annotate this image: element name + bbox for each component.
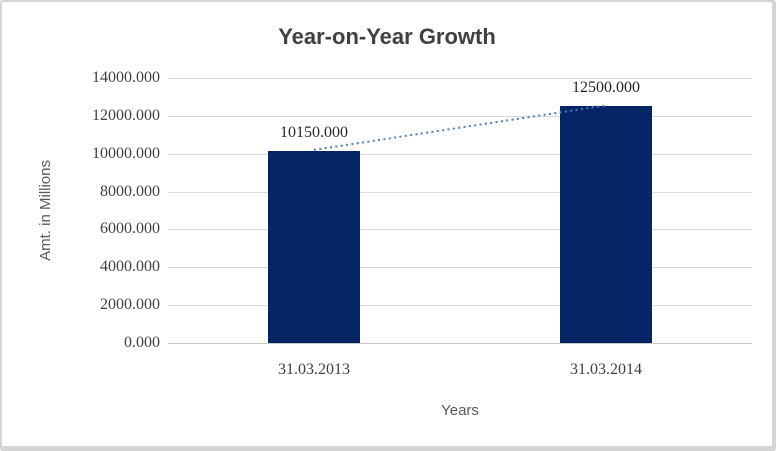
y-tick-label: 14000.000 bbox=[92, 69, 160, 86]
x-tick-label: 31.03.2013 bbox=[278, 361, 350, 378]
x-axis-line bbox=[168, 343, 752, 344]
gridline bbox=[168, 191, 752, 193]
x-tick-label: 31.03.2014 bbox=[570, 361, 642, 378]
y-tick-label: 2000.000 bbox=[100, 296, 160, 314]
bar-value-label: 12500.000 bbox=[572, 79, 640, 97]
trendline bbox=[313, 104, 607, 151]
y-tick-label: 0.000 bbox=[124, 334, 160, 351]
y-tick-label: 4000.000 bbox=[100, 258, 160, 276]
bar bbox=[560, 106, 652, 343]
gridline bbox=[168, 78, 752, 79]
gridline bbox=[168, 115, 752, 117]
y-tick-label: 10000.000 bbox=[92, 144, 160, 162]
y-axis-title-text: Amt. in Millions bbox=[36, 160, 54, 261]
gridline bbox=[168, 305, 752, 307]
bar bbox=[268, 150, 360, 343]
gridline bbox=[168, 229, 752, 231]
plot-area bbox=[168, 78, 752, 344]
gridline bbox=[168, 153, 752, 155]
y-tick-label: 6000.000 bbox=[100, 220, 160, 238]
chart-title: Year-on-Year Growth bbox=[278, 24, 496, 49]
gridline bbox=[168, 267, 752, 269]
bar-value-label: 10150.000 bbox=[280, 123, 348, 141]
y-tick-label: 12000.000 bbox=[92, 106, 160, 124]
y-tick-label: 8000.000 bbox=[100, 182, 160, 200]
x-axis-title: Years bbox=[441, 402, 479, 419]
